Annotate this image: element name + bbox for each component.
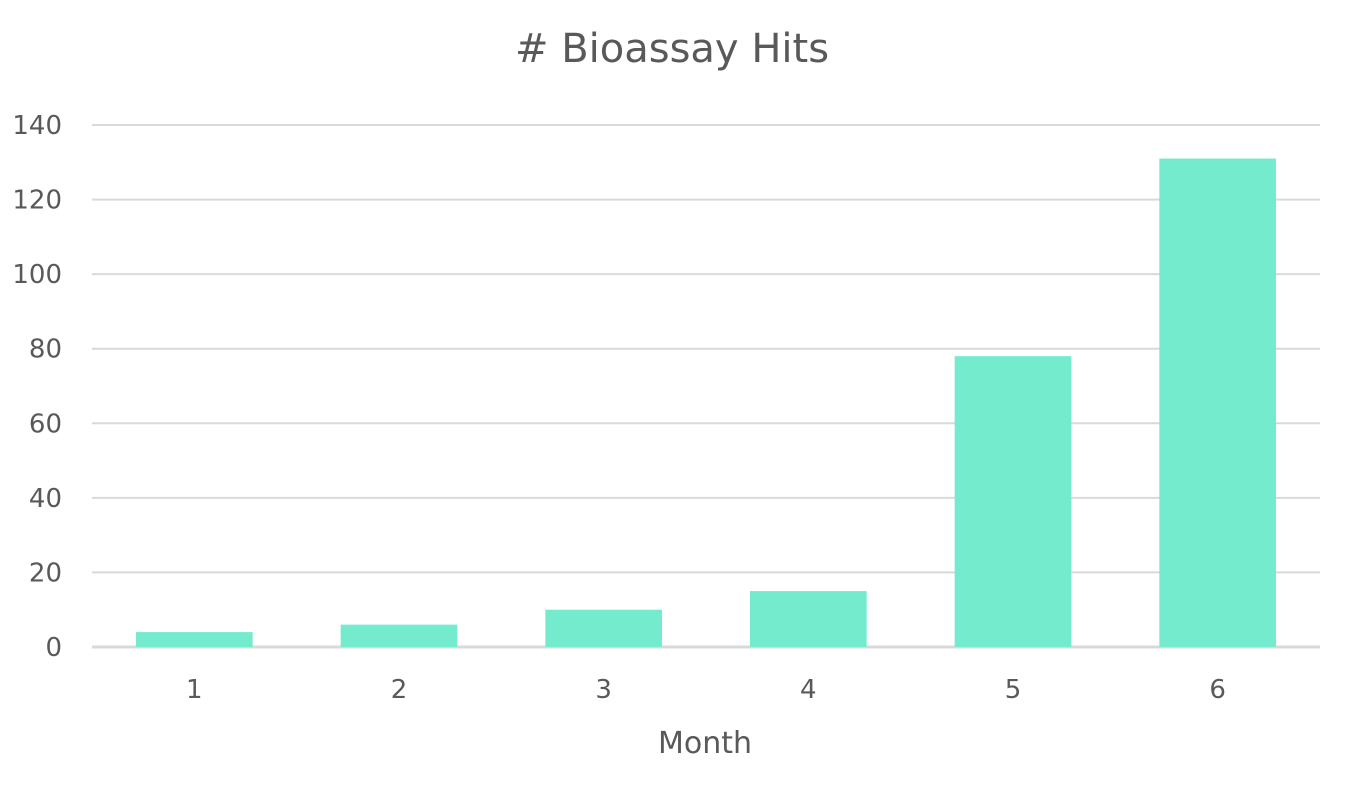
x-tick-label: 1 (186, 675, 203, 705)
x-tick-label: 3 (595, 675, 612, 705)
bars (136, 158, 1276, 648)
bar-month-6 (1159, 158, 1276, 648)
bar-month-3 (545, 609, 662, 647)
bar-month-4 (750, 591, 867, 647)
y-tick-label: 0 (45, 633, 62, 663)
x-axis-label: Month (658, 726, 752, 761)
y-tick-label: 80 (29, 335, 62, 365)
x-tick-label: 6 (1209, 675, 1226, 705)
y-tick-label: 100 (12, 260, 62, 290)
gridlines (92, 124, 1320, 649)
y-tick-label: 120 (12, 186, 62, 216)
y-axis-ticks: 0 20 40 60 80 100 120 140 (12, 111, 62, 663)
bar-month-1 (136, 632, 253, 647)
y-tick-label: 40 (29, 484, 62, 514)
y-tick-label: 20 (29, 558, 62, 588)
x-tick-label: 5 (1005, 675, 1022, 705)
y-tick-label: 140 (12, 111, 62, 141)
x-tick-label: 2 (391, 675, 408, 705)
bar-month-2 (340, 624, 458, 647)
chart-title: # Bioassay Hits (515, 26, 829, 72)
x-axis-ticks: 1 2 3 4 5 6 (186, 675, 1226, 705)
x-tick-label: 4 (800, 675, 817, 705)
y-tick-label: 60 (29, 409, 62, 439)
bar-month-5 (954, 356, 1072, 647)
